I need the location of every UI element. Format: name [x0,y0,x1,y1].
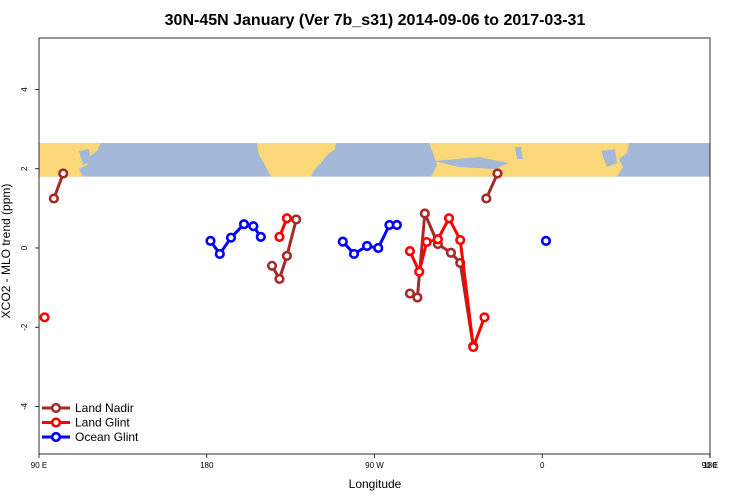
data-point [48,193,60,204]
y-axis-label: XCO2 - MLO trend (ppm) [0,184,13,319]
x-axis-label: Longitude [349,477,402,491]
data-point [404,288,416,299]
data-point [58,168,69,179]
legend-item: Land Glint [42,416,130,430]
x-tick-label: 90 W [365,461,384,470]
data-point [238,219,250,230]
chart-title: 30N-45N January (Ver 7b_s31) 2014-09-06 … [165,12,586,29]
data-point [274,231,285,242]
data-point [414,266,425,277]
legend-marker [50,431,62,443]
map-sea [515,146,523,159]
legend-label: Land Nadir [75,401,134,415]
y-tick-label: 4 [20,87,29,92]
data-point [404,246,416,257]
series-land-glint [39,213,490,353]
x-tick-label: 0 [540,461,545,470]
data-point [274,273,285,284]
data-point [225,232,237,243]
data-point [337,236,348,247]
x-tick-label: 90 E [702,461,718,470]
data-point [492,168,503,179]
data-point [445,247,457,258]
y-tick-label: -4 [20,402,29,410]
data-point [479,312,490,323]
legend-marker [50,402,62,414]
data-point [432,234,443,245]
data-point [255,231,266,242]
data-point [481,193,492,204]
data-point [281,213,292,224]
map-landmass [429,142,629,177]
data-point [419,208,430,219]
y-tick-label: 0 [20,245,29,250]
series-land-nadir [48,168,503,352]
y-tick-label: 2 [20,166,29,171]
legend-label: Land Glint [75,416,130,430]
y-axis: -4 -2 0 2 4 [20,87,39,410]
data-point [266,260,278,271]
series-line [270,219,298,281]
legend-item: Ocean Glint [42,430,139,444]
data-point [281,250,292,262]
data-point [391,219,402,231]
data-point [443,213,455,224]
data-point [205,235,216,246]
data-point [248,221,259,232]
data-point [468,341,479,353]
x-tick-label: 180 [703,461,717,470]
legend-marker [50,417,62,428]
data-point [373,242,384,254]
legend-item: Land Nadir [42,401,134,415]
data-point [455,234,466,246]
series-layer [39,168,552,353]
map-sea [79,148,91,165]
legend-label: Ocean Glint [75,430,139,444]
series-line [408,216,486,349]
x-tick-label: 180 [200,461,214,470]
data-point [540,235,552,246]
data-point [361,240,373,252]
data-point [348,248,360,260]
y-tick-label: -2 [20,323,29,331]
series-ocean-glint [205,219,552,260]
data-point [39,312,50,323]
data-point [421,236,432,248]
x-tick-label: 90 E [31,461,47,470]
map-landmass [257,142,336,177]
world-map-band [39,142,710,177]
map-sea [601,148,617,167]
data-point [214,248,225,260]
data-point [291,214,302,225]
data-point [412,292,423,303]
map-sea [434,156,509,169]
